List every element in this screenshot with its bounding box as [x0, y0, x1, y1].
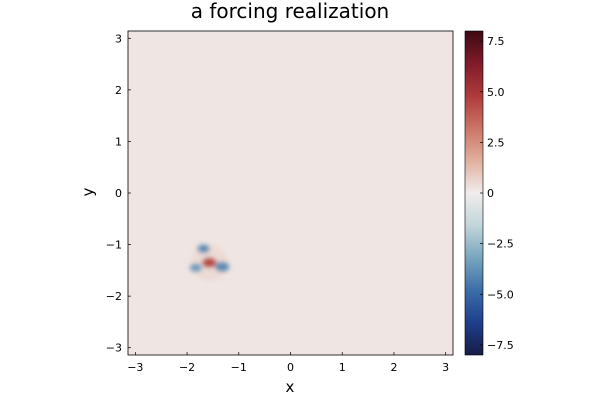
y-axis: −3 −2 −1 0 1 2 3 [106, 32, 131, 355]
plot-area [127, 30, 454, 356]
heatmap-feature-center-positive [202, 257, 217, 268]
y-tick-label: −1 [106, 239, 122, 252]
x-tick-label: 3 [442, 361, 449, 374]
x-axis: −3 −2 −1 0 1 2 3 [127, 352, 449, 374]
y-tick-label: 3 [115, 32, 122, 45]
heatmap-feature-right-negative-lobe [215, 261, 230, 272]
x-tick-label: −2 [179, 361, 195, 374]
x-tick-label: −3 [127, 361, 143, 374]
y-tick-label: −3 [106, 342, 122, 355]
x-tick-label: 2 [390, 361, 397, 374]
heatmap-background [128, 31, 453, 355]
colorbar-tick-label: −2.5 [487, 238, 514, 251]
colorbar-tick-label: −5.0 [487, 288, 514, 301]
y-tick-label: 1 [115, 135, 122, 148]
heatmap-feature-upper-negative-lobe [197, 244, 210, 253]
chart-title: a forcing realization [191, 0, 389, 23]
colorbar-gradient [465, 31, 483, 355]
x-tick-label: −1 [231, 361, 247, 374]
heatmap-feature-left-negative-lobe [189, 263, 202, 272]
colorbar: 7.5 5.0 2.5 0 −2.5 −5.0 −7.5 [464, 30, 514, 356]
colorbar-tick-label: 2.5 [487, 136, 505, 149]
y-tick-label: 0 [115, 187, 122, 200]
x-axis-label: x [286, 378, 295, 396]
colorbar-tick-label: −7.5 [487, 339, 514, 352]
colorbar-tick-label: 0 [487, 187, 494, 200]
y-axis-label: y [79, 187, 97, 196]
colorbar-ticks: 7.5 5.0 2.5 0 −2.5 −5.0 −7.5 [480, 35, 514, 352]
heatmap-features [189, 244, 230, 281]
x-tick-label: 0 [287, 361, 294, 374]
x-tick-label: 1 [339, 361, 346, 374]
colorbar-tick-label: 7.5 [487, 35, 505, 48]
y-tick-label: −2 [106, 290, 122, 303]
colorbar-tick-label: 5.0 [487, 86, 505, 99]
y-tick-label: 2 [115, 84, 122, 97]
